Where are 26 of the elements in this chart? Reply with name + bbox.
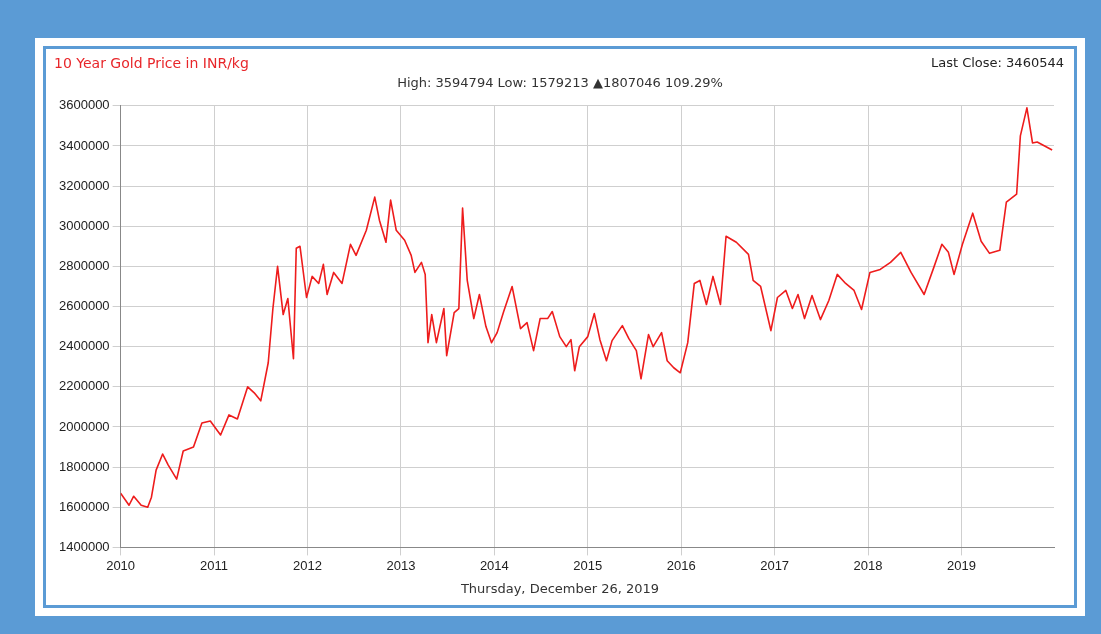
y-tick-label: 2200000: [58, 378, 110, 394]
y-tick-label: 2600000: [58, 298, 110, 314]
y-tick-label: 1800000: [58, 458, 110, 474]
x-tick-label: 2014: [479, 557, 509, 573]
chart-subtitle: High: 3594794 Low: 1579213 ▲1807046 109.29%: [396, 75, 724, 90]
text: Last Close: 3460544: [930, 55, 1064, 70]
y-tick-label: 1600000: [58, 498, 110, 514]
x-tick-label: 2016: [666, 557, 696, 573]
y-tick-label: 3200000: [58, 177, 110, 193]
chart-title: 10 Year Gold Price in INR/kg: [54, 55, 249, 71]
x-tick-label: 2010: [106, 557, 136, 573]
y-tick-label: 2000000: [58, 418, 110, 434]
y-tick-label: 3600000: [58, 97, 110, 113]
x-tick-label: 2011: [200, 557, 229, 573]
x-tick-label: 2017: [760, 557, 790, 573]
text: Thursday, December 26, 2019: [459, 581, 661, 596]
y-tick-label: 3400000: [58, 137, 110, 153]
y-tick-label: 2800000: [58, 257, 110, 273]
x-tick-label: 2015: [573, 557, 603, 573]
y-tick-label: 3000000: [58, 217, 110, 233]
x-tick-label: 2013: [386, 557, 416, 573]
x-tick-label: 2012: [293, 557, 322, 573]
y-tick-label: 2400000: [58, 338, 110, 354]
x-tick-label: 2019: [947, 557, 976, 573]
x-tick-label: 2018: [853, 557, 883, 573]
y-tick-label: 1400000: [58, 538, 110, 554]
